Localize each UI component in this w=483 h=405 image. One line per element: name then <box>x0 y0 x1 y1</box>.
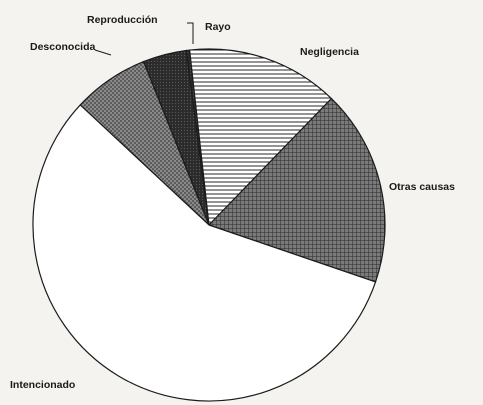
slice-label-rayo: Rayo <box>205 21 231 33</box>
pie-slice-otras-causas <box>207 97 386 283</box>
slice-label-desconocida: Desconocida <box>30 41 96 53</box>
labels-layer: Desconocida Reproducción Rayo Negligencia Ot… <box>10 14 455 391</box>
pie-slice-intencionado <box>32 104 377 402</box>
slice-label-negligencia: Negligencia <box>300 46 359 58</box>
slice-label-otras-causas: Otras causas <box>389 181 455 193</box>
slice-label-intencionado: Intencionado <box>10 379 75 391</box>
slices-layer <box>32 48 386 402</box>
leader-line <box>94 49 112 56</box>
leader-line <box>187 22 194 44</box>
pie-slice-negligencia <box>188 48 333 227</box>
slice-label-reproducci-n: Reproducción <box>87 14 158 26</box>
